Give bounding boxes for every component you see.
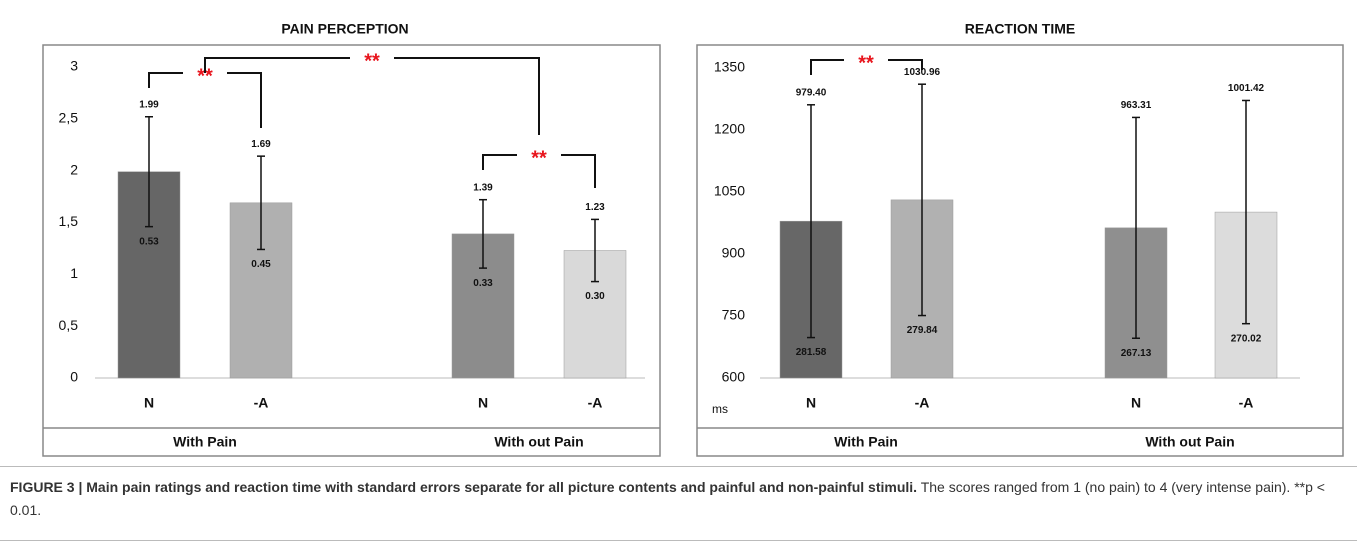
panel-frame xyxy=(42,44,661,457)
value-label: 1.99 xyxy=(139,99,159,110)
caption-heading: FIGURE 3 | Main pain ratings and reactio… xyxy=(10,479,918,495)
y-tick-label: 3 xyxy=(70,58,78,74)
group-label: With Pain xyxy=(173,434,237,450)
caption-text: The scores ranged from 1 (no pain) to 4 … xyxy=(10,479,1325,518)
y-tick-label: 750 xyxy=(722,307,746,323)
figure: PAIN PERCEPTION 0 0,5 1 1,5 2 2,5 3 1.99 0.53 N 1.6… xyxy=(42,21,1344,457)
value-label: 1.23 xyxy=(585,202,605,213)
chart-title: PAIN PERCEPTION xyxy=(281,21,408,37)
y-tick-label: 600 xyxy=(722,369,746,385)
panel-frame xyxy=(696,44,1344,457)
value-label: 1030.96 xyxy=(904,67,941,78)
error-label: 279.84 xyxy=(907,325,938,336)
y-tick-label: 2 xyxy=(70,161,78,177)
significance-label: ** xyxy=(531,147,547,169)
value-label: 1001.42 xyxy=(1228,83,1265,94)
error-label: 270.02 xyxy=(1231,333,1262,344)
bracket-gap xyxy=(844,53,888,67)
error-label: 0.45 xyxy=(251,259,271,270)
caption: FIGURE 3 | Main pain ratings and reactio… xyxy=(10,476,1345,522)
error-label: 281.58 xyxy=(796,347,827,358)
error-label: 0.33 xyxy=(473,278,493,289)
bracket-gap xyxy=(350,51,394,65)
group-label: With out Pain xyxy=(494,434,583,450)
x-tick-label: N xyxy=(806,395,816,411)
error-label: 267.13 xyxy=(1121,348,1152,359)
value-label: 1.39 xyxy=(473,182,493,193)
error-label: 0.30 xyxy=(585,291,605,302)
y-tick-label: 0,5 xyxy=(59,317,79,333)
x-tick-label: N xyxy=(144,395,154,411)
y-tick-label: 1 xyxy=(70,265,78,281)
x-tick-label: N xyxy=(478,395,488,411)
bracket-gap xyxy=(517,148,561,162)
significance-label: ** xyxy=(364,50,380,72)
x-tick-label: N xyxy=(1131,395,1141,411)
significance-label: ** xyxy=(858,52,874,74)
y-tick-label: 1350 xyxy=(714,59,745,75)
y-tick-label: 1050 xyxy=(714,183,745,199)
value-label: 979.40 xyxy=(796,87,827,98)
y-tick-label: 900 xyxy=(722,245,746,261)
group-label: With Pain xyxy=(834,434,898,450)
chart-title: REACTION TIME xyxy=(965,21,1075,37)
x-tick-label: -A xyxy=(588,395,603,411)
y-axis-label: ms xyxy=(712,402,728,416)
separator xyxy=(0,466,1357,467)
significance-label: ** xyxy=(197,65,213,87)
group-label: With out Pain xyxy=(1145,434,1234,450)
y-tick-label: 2,5 xyxy=(59,110,79,126)
y-tick-label: 0 xyxy=(70,369,78,385)
y-tick-label: 1,5 xyxy=(59,213,79,229)
separator xyxy=(0,540,1357,541)
x-tick-label: -A xyxy=(254,395,269,411)
value-label: 1.69 xyxy=(251,139,271,150)
x-tick-label: -A xyxy=(915,395,930,411)
error-label: 0.53 xyxy=(139,236,159,247)
value-label: 963.31 xyxy=(1121,100,1152,111)
y-tick-label: 1200 xyxy=(714,121,745,137)
x-tick-label: -A xyxy=(1239,395,1254,411)
